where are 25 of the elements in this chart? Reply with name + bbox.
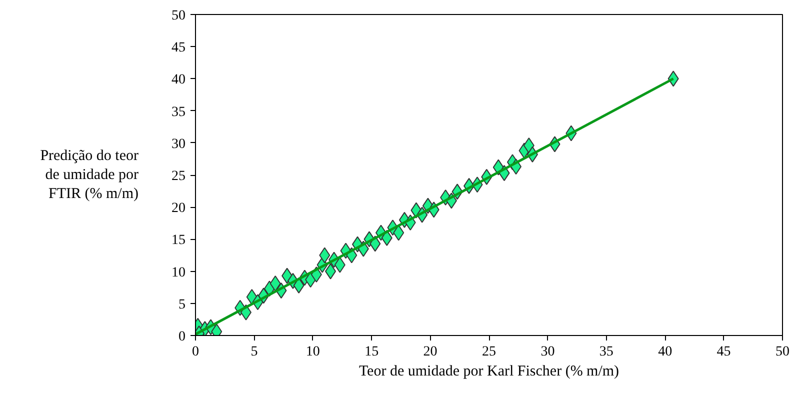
y-tick-label: 30 xyxy=(172,136,186,152)
y-tick-label: 10 xyxy=(172,265,186,280)
x-tick-label: 15 xyxy=(364,344,379,360)
y-tick-label: 45 xyxy=(172,40,186,56)
x-tick-label: 40 xyxy=(658,344,672,360)
y-tick-label: 5 xyxy=(178,297,186,312)
point xyxy=(270,276,281,292)
y-tick-label: 50 xyxy=(172,8,186,24)
y-tick-label: 40 xyxy=(172,72,186,88)
y-axis-title: Predição do teor de umidade por FTIR (% m/m) xyxy=(40,148,139,202)
y-tick-label: 20 xyxy=(172,201,186,216)
x-tick-label: 30 xyxy=(540,344,555,360)
x-tick-label: 25 xyxy=(482,344,496,360)
x-tick-label: 10 xyxy=(306,344,320,360)
y-tick-label: 25 xyxy=(172,169,186,184)
x-axis-title: Teor de umidade por Karl Fischer (% m/m) xyxy=(358,364,620,380)
x-tick-label: 50 xyxy=(776,344,790,360)
x-tick-label: 0 xyxy=(192,344,199,360)
y-tick-label: 0 xyxy=(178,330,186,344)
x-tick-label: 45 xyxy=(716,344,731,360)
x-tick-label: 35 xyxy=(599,344,614,360)
x-tick-label: 20 xyxy=(423,344,438,360)
y-tick-label: 35 xyxy=(172,104,186,120)
x-tick-label: 5 xyxy=(250,344,258,360)
y-tick-label: 15 xyxy=(172,233,186,248)
